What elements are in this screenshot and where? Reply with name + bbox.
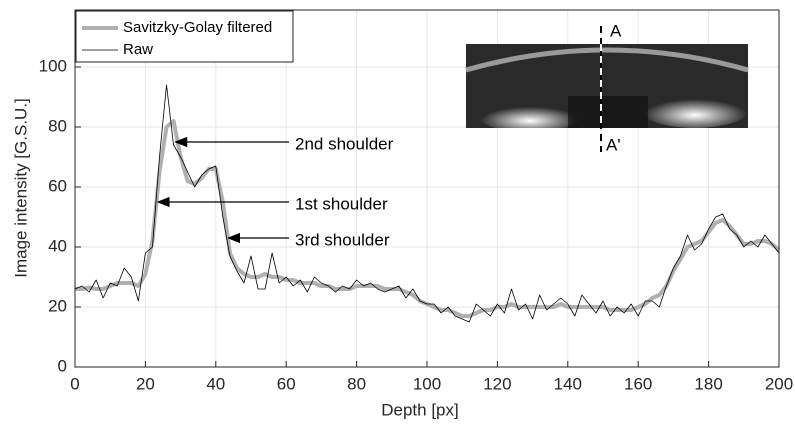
lines [74, 84, 781, 323]
annotation-text: 3rd shoulder [295, 230, 390, 249]
inset-shadow [568, 96, 648, 128]
x-tick-label: 140 [554, 374, 582, 393]
y-tick-label: 0 [58, 356, 67, 375]
y-tick-label: 40 [48, 236, 67, 255]
x-tick-label: 160 [624, 374, 652, 393]
inset-blob [480, 104, 580, 132]
y-axis-label: Image intensity [G.S.U.] [11, 98, 30, 278]
y-tick-label: 60 [48, 176, 67, 195]
plot-frame [74, 9, 780, 368]
annotations: 2nd shoulder 1st shoulder 3rd shoulder [156, 134, 394, 249]
inset-image: A A' [465, 21, 749, 154]
y-tick-label: 80 [48, 116, 67, 135]
annotation-text: 1st shoulder [295, 194, 388, 213]
y-tick-label: 100 [39, 56, 67, 75]
legend: Savitzky-Golay filtered Raw [75, 10, 294, 63]
x-tick-label: 100 [413, 374, 441, 393]
inset-blob [643, 96, 747, 128]
y-tick-label: 20 [48, 296, 67, 315]
inset-label: A' [606, 135, 621, 154]
legend-label: Raw [123, 41, 153, 58]
legend-box [75, 10, 294, 63]
data-line [74, 84, 780, 323]
x-tick-label: 0 [70, 374, 79, 393]
grid [74, 10, 780, 368]
annotation-text: 2nd shoulder [295, 134, 394, 153]
x-tick-label: 180 [694, 374, 722, 393]
inset-label: A [610, 21, 622, 40]
x-axis-label: Depth [px] [381, 400, 459, 419]
x-tick-label: 200 [765, 374, 793, 393]
x-tick-label: 120 [483, 374, 511, 393]
x-tick-label: 80 [347, 374, 366, 393]
inset-arc [465, 47, 749, 73]
legend-label: Savitzky-Golay filtered [123, 19, 272, 36]
x-tick-label: 40 [206, 374, 225, 393]
x-tick-label: 60 [277, 374, 296, 393]
x-tick-label: 20 [136, 374, 155, 393]
